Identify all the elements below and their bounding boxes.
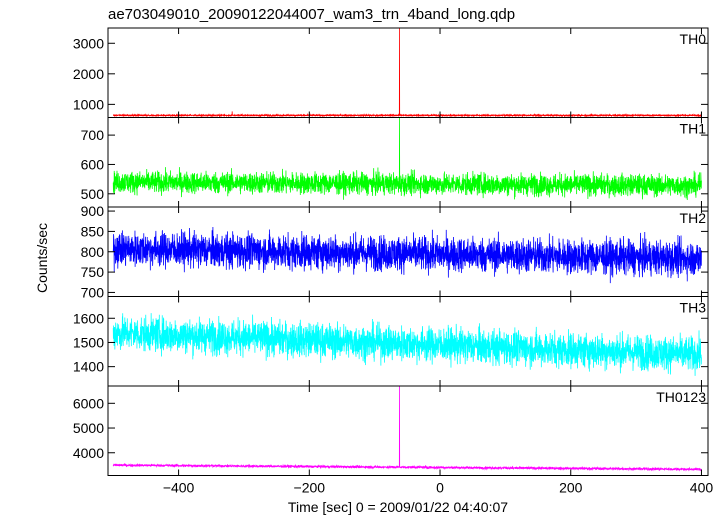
x-axis-label: Time [sec] 0 = 2009/01/22 04:40:07 (288, 499, 508, 515)
y-tick-label: 700 (81, 284, 105, 300)
x-tick-label: 0 (436, 480, 444, 496)
x-tick-label: −400 (163, 480, 195, 496)
series-line-th2 (112, 226, 702, 284)
panel-label: TH1 (680, 121, 707, 137)
series-line-th0123 (112, 386, 702, 472)
panel-label: TH0123 (656, 389, 706, 405)
panel-th1: 500 600 700 TH1 (81, 117, 709, 208)
panel-label: TH3 (680, 300, 707, 316)
panel-label: TH0 (680, 31, 707, 47)
y-tick-label: 750 (81, 264, 105, 280)
panel-th3: 1400 1500 1600 TH3 (73, 296, 709, 387)
y-tick-label: 4000 (73, 445, 104, 461)
y-tick-label: 1400 (73, 359, 104, 375)
panel-frame (107, 385, 709, 476)
panel-label: TH2 (680, 210, 707, 226)
x-tick-label: 200 (559, 480, 583, 496)
panel-th0: 1000 2000 3000 TH0 (73, 27, 709, 118)
y-tick-label: 2000 (73, 66, 104, 82)
y-tick-label: 900 (81, 203, 105, 219)
series-line-th3 (112, 313, 702, 376)
series-line-th0 (112, 28, 702, 118)
y-tick-label: 600 (81, 156, 105, 172)
y-tick-label: 500 (81, 186, 105, 202)
y-axis-label: Counts/sec (34, 223, 50, 293)
series-line-th1 (112, 117, 702, 200)
y-tick-label: 700 (81, 127, 105, 143)
panel-th0123: 4000 5000 6000 TH0123 (73, 385, 709, 476)
x-tick-label: 400 (690, 480, 714, 496)
chart-title: ae703049010_20090122044007_wam3_trn_4ban… (108, 6, 515, 23)
y-tick-label: 6000 (73, 395, 104, 411)
y-tick-label: 5000 (73, 420, 104, 436)
panel-frame (107, 117, 709, 208)
y-tick-label: 800 (81, 244, 105, 260)
y-tick-label: 3000 (73, 35, 104, 51)
y-tick-label: 1600 (73, 310, 104, 326)
panel-frame (107, 27, 709, 118)
panel-th2: 700 750 800 850 900 TH2 (81, 203, 709, 300)
y-tick-label: 1500 (73, 334, 104, 350)
x-tick-label: −200 (294, 480, 326, 496)
y-tick-label: 850 (81, 223, 105, 239)
y-tick-label: 1000 (73, 96, 104, 112)
